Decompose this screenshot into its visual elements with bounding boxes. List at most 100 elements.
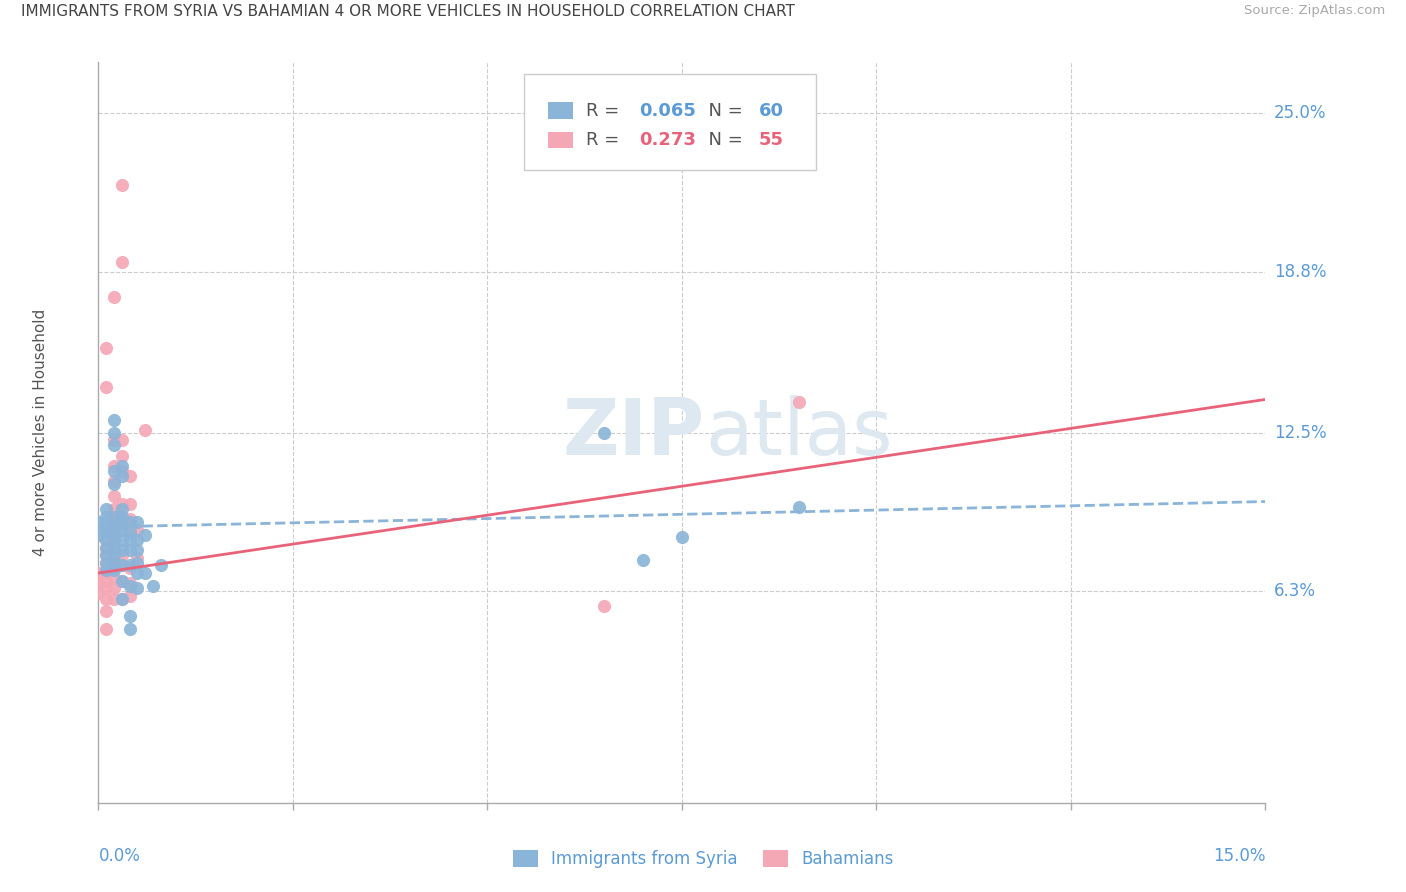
- Point: [111, 458, 134, 473]
- Point: [96, 582, 118, 596]
- Point: [87, 586, 110, 600]
- Point: [127, 582, 149, 596]
- Point: [111, 558, 134, 573]
- Text: R =: R =: [586, 102, 626, 120]
- Point: [111, 509, 134, 524]
- Point: [111, 574, 134, 588]
- Point: [111, 434, 134, 448]
- Point: [96, 502, 118, 516]
- Point: [671, 530, 693, 544]
- Point: [111, 548, 134, 562]
- Point: [134, 527, 156, 541]
- Text: 15.0%: 15.0%: [1213, 847, 1265, 865]
- Text: 4 or more Vehicles in Household: 4 or more Vehicles in Household: [32, 309, 48, 557]
- Point: [103, 553, 125, 567]
- Text: Source: ZipAtlas.com: Source: ZipAtlas.com: [1244, 4, 1385, 18]
- Text: 60: 60: [759, 102, 785, 120]
- Point: [103, 425, 125, 440]
- Bar: [548, 103, 574, 119]
- Point: [96, 523, 118, 537]
- Point: [103, 474, 125, 488]
- Point: [96, 556, 118, 570]
- Point: [118, 525, 141, 540]
- Point: [103, 564, 125, 578]
- Point: [127, 566, 149, 580]
- Point: [103, 490, 125, 504]
- Point: [103, 527, 125, 541]
- Point: [96, 509, 118, 524]
- Text: 6.3%: 6.3%: [1274, 582, 1316, 600]
- Point: [96, 566, 118, 580]
- Text: N =: N =: [697, 131, 748, 149]
- Point: [111, 497, 134, 511]
- Text: 12.5%: 12.5%: [1274, 424, 1326, 442]
- Point: [87, 515, 110, 529]
- Point: [96, 556, 118, 570]
- Text: 0.065: 0.065: [638, 102, 696, 120]
- Point: [593, 599, 616, 614]
- Point: [103, 502, 125, 516]
- Point: [127, 523, 149, 537]
- Point: [103, 512, 125, 526]
- Point: [111, 469, 134, 483]
- Point: [111, 533, 134, 547]
- Point: [103, 476, 125, 491]
- Point: [103, 509, 125, 524]
- Point: [103, 556, 125, 570]
- Point: [103, 571, 125, 585]
- Text: 18.8%: 18.8%: [1274, 263, 1326, 281]
- Point: [118, 622, 141, 636]
- Point: [111, 515, 134, 529]
- Point: [96, 342, 118, 356]
- Legend: Immigrants from Syria, Bahamians: Immigrants from Syria, Bahamians: [506, 843, 900, 875]
- Point: [134, 566, 156, 580]
- Point: [118, 543, 141, 558]
- Text: ZIP: ZIP: [562, 394, 706, 471]
- Point: [103, 548, 125, 562]
- Point: [631, 553, 654, 567]
- Point: [118, 561, 141, 575]
- Point: [787, 395, 810, 409]
- Point: [127, 543, 149, 558]
- Point: [111, 574, 134, 588]
- Point: [111, 464, 134, 478]
- Point: [96, 515, 118, 529]
- Point: [103, 582, 125, 596]
- Point: [111, 591, 134, 606]
- Point: [111, 591, 134, 606]
- Point: [134, 423, 156, 437]
- Text: 55: 55: [759, 131, 785, 149]
- Point: [111, 178, 134, 192]
- Point: [96, 622, 118, 636]
- Point: [103, 533, 125, 547]
- Point: [103, 434, 125, 448]
- FancyBboxPatch shape: [524, 73, 815, 169]
- Text: R =: R =: [586, 131, 626, 149]
- Text: 25.0%: 25.0%: [1274, 104, 1326, 122]
- Point: [96, 548, 118, 562]
- Text: atlas: atlas: [706, 394, 893, 471]
- Point: [127, 550, 149, 565]
- Point: [87, 527, 110, 541]
- Point: [127, 556, 149, 570]
- Point: [118, 469, 141, 483]
- Point: [103, 290, 125, 304]
- Point: [118, 589, 141, 603]
- Point: [787, 500, 810, 514]
- Point: [118, 609, 141, 624]
- Point: [87, 566, 110, 580]
- Point: [96, 591, 118, 606]
- Point: [96, 541, 118, 555]
- Point: [103, 541, 125, 555]
- Point: [111, 502, 134, 516]
- Point: [111, 509, 134, 524]
- Point: [96, 520, 118, 534]
- Point: [118, 576, 141, 591]
- Text: 0.0%: 0.0%: [98, 847, 141, 865]
- Point: [118, 497, 141, 511]
- Point: [127, 533, 149, 547]
- Point: [96, 604, 118, 618]
- Point: [96, 379, 118, 393]
- Point: [118, 512, 141, 526]
- Point: [103, 413, 125, 427]
